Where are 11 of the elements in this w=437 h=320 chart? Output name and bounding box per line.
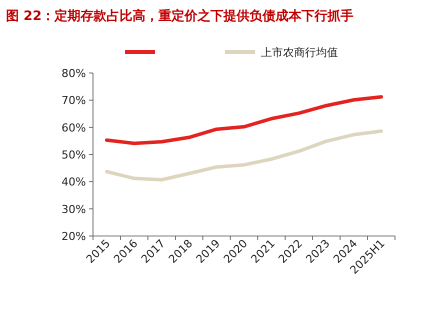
- y-tick-label: 20%: [62, 230, 86, 243]
- legend-label: 上市农商行均值: [261, 46, 338, 59]
- y-tick-label: 50%: [62, 148, 86, 162]
- y-tick-label: 60%: [62, 121, 86, 134]
- line-series: [104, 129, 384, 182]
- y-tick-label: 80%: [62, 67, 86, 80]
- y-tick-label: 70%: [62, 94, 86, 108]
- y-tick-label: 40%: [62, 176, 86, 189]
- y-tick-label: 30%: [62, 202, 86, 216]
- line-series: [104, 95, 384, 146]
- chart-title: 图 22：定期存款占比高，重定价之下提供负债成本下行抓手: [6, 8, 354, 24]
